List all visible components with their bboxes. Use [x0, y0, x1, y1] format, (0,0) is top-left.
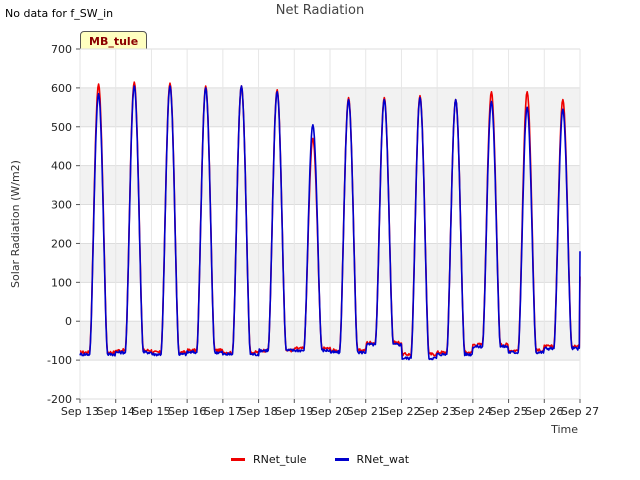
y-axis: -200 -100 0 100 200 300 400 500 600 700: [47, 43, 80, 406]
x-tick-label: Sep 27: [561, 405, 599, 418]
chart-title: Net Radiation: [275, 3, 365, 18]
y-tick-label: 100: [51, 276, 72, 289]
y-tick-label: -200: [47, 393, 72, 406]
x-tick-label: Sep 23: [418, 405, 456, 418]
y-tick-label: 300: [51, 199, 72, 212]
no-data-note: No data for f_SW_in: [5, 7, 114, 20]
y-tick-label: 700: [51, 43, 72, 56]
x-tick-label: Sep 26: [525, 405, 563, 418]
y-axis-label: Solar Radiation (W/m2): [9, 160, 22, 288]
y-tick-label: 500: [51, 121, 72, 134]
legend-item-tule: RNet_tule: [230, 453, 307, 466]
legend-label-tule: RNet_tule: [252, 453, 307, 466]
y-tick-label: 200: [51, 237, 72, 250]
x-tick-label: Sep 19: [275, 405, 313, 418]
legend-swatch-tule: [230, 458, 245, 461]
x-tick-label: Sep 13: [61, 405, 99, 418]
y-tick-label: -100: [47, 354, 72, 367]
y-tick-label: 600: [51, 82, 72, 95]
x-axis-label: Time: [550, 423, 578, 436]
series-lines: [79, 81, 581, 361]
x-tick-label: Sep 22: [382, 405, 420, 418]
x-tick-label: Sep 17: [204, 405, 242, 418]
x-tick-label: Sep 21: [347, 405, 385, 418]
y-tick-label: 0: [65, 315, 72, 328]
legend-item-wat: RNet_wat: [334, 453, 410, 466]
legend: RNet_tule RNet_wat: [0, 453, 640, 466]
x-tick-label: Sep 15: [132, 405, 170, 418]
x-tick-label: Sep 16: [168, 405, 206, 418]
site-badge: MB_tule: [80, 31, 148, 52]
legend-label-wat: RNet_wat: [356, 453, 410, 466]
x-tick-label: Sep 20: [311, 405, 349, 418]
x-tick-label: Sep 24: [454, 405, 492, 418]
x-tick-label: Sep 18: [239, 405, 277, 418]
x-tick-label: Sep 14: [97, 405, 135, 418]
series-line-RNet_wat: [79, 85, 581, 361]
x-tick-label: Sep 25: [489, 405, 527, 418]
legend-swatch-wat: [334, 458, 349, 461]
y-tick-label: 400: [51, 160, 72, 173]
